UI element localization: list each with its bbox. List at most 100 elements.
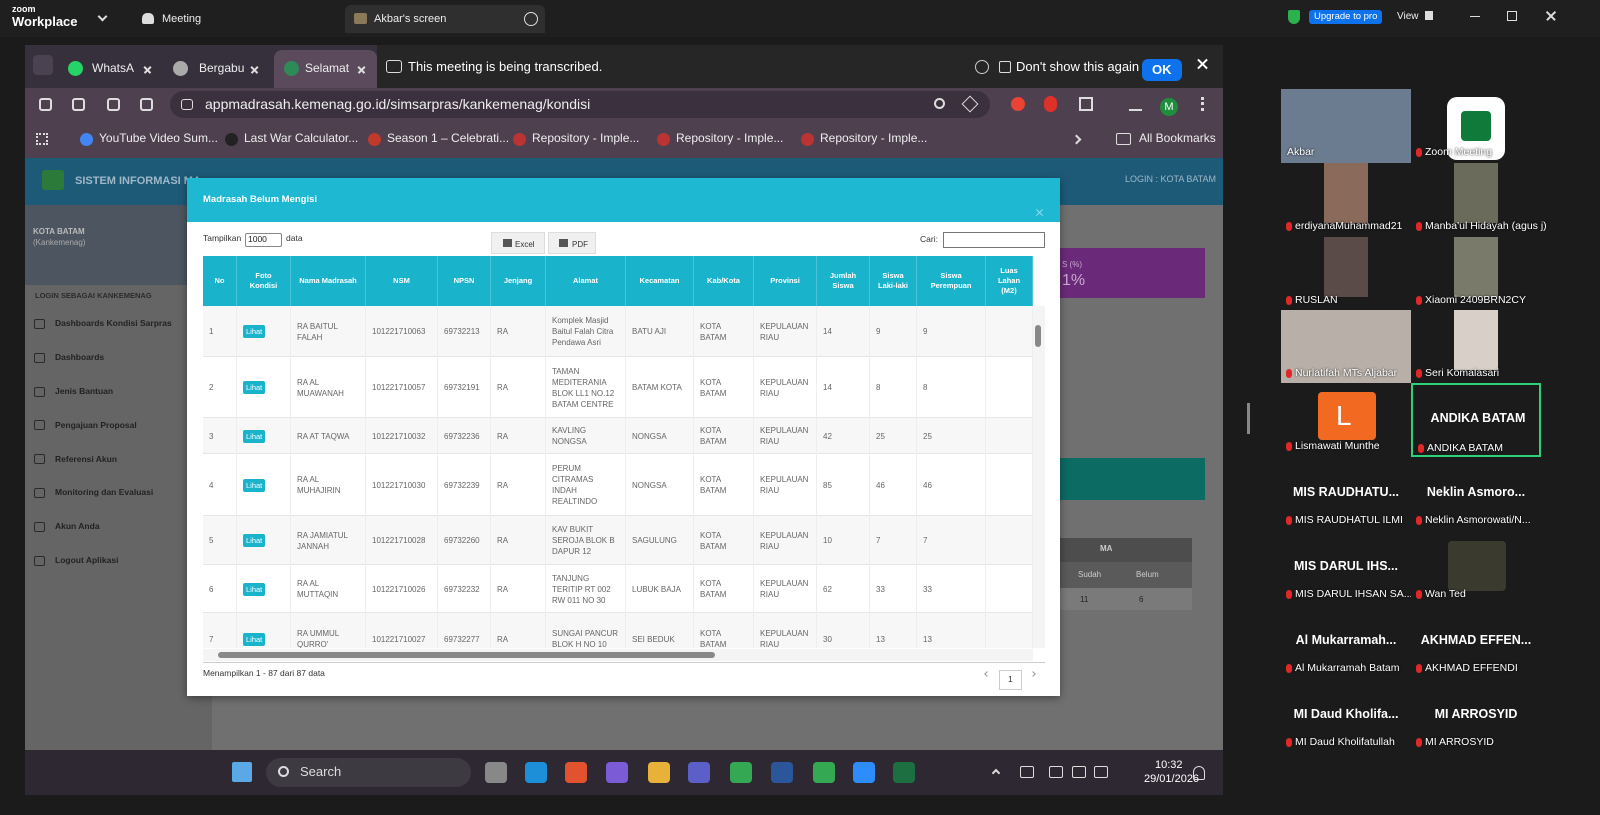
- taskbar-app[interactable]: [893, 762, 915, 783]
- column-header[interactable]: No: [203, 256, 237, 306]
- taskbar-app[interactable]: [525, 762, 547, 783]
- bookmark[interactable]: YouTube Video Sum...: [99, 131, 218, 146]
- tray-icon[interactable]: [1020, 766, 1034, 778]
- menu-item[interactable]: Logout Aplikasi: [55, 555, 119, 566]
- column-header[interactable]: Luas Lahan (M2): [986, 256, 1033, 306]
- page-prev[interactable]: [984, 671, 990, 677]
- bookmark[interactable]: Last War Calculator...: [244, 131, 359, 146]
- tray-icon[interactable]: [1049, 766, 1063, 778]
- start-button[interactable]: [232, 762, 252, 782]
- column-header[interactable]: Siswa Perempuan: [917, 256, 986, 306]
- page-next[interactable]: [1030, 671, 1036, 677]
- ok-button[interactable]: OK: [1142, 58, 1182, 82]
- participant-tile[interactable]: MIS DARUL IHS... MIS DARUL IHSAN SA...: [1281, 531, 1412, 605]
- column-header[interactable]: Siswa Laki-laki: [870, 256, 917, 306]
- participant-tile[interactable]: erdiyanaMuhammad21: [1281, 163, 1411, 237]
- taskbar-app[interactable]: [813, 762, 835, 783]
- apps-icon[interactable]: [36, 133, 48, 145]
- view-photo-button[interactable]: Lihat: [243, 429, 266, 443]
- menu-item[interactable]: Monitoring dan Evaluasi: [55, 487, 154, 498]
- bookmark[interactable]: Repository - Imple...: [820, 131, 928, 146]
- menu[interactable]: [1201, 97, 1204, 111]
- page-number[interactable]: 1: [999, 670, 1022, 690]
- url[interactable]: appmadrasah.kemenag.go.id/simsarpras/kan…: [205, 95, 591, 112]
- taskbar-app[interactable]: [688, 762, 710, 783]
- menu-item[interactable]: Dashboards Kondisi Sarpras: [55, 318, 172, 329]
- excel-button[interactable]: Excel: [491, 232, 545, 254]
- nav-button[interactable]: [39, 98, 52, 111]
- participant-tile[interactable]: RUSLAN: [1281, 237, 1411, 311]
- participant-tile[interactable]: Al Mukarramah... Al Mukarramah Batam: [1281, 605, 1411, 679]
- omnibox[interactable]: [170, 91, 990, 118]
- participant-tile[interactable]: AKHMAD EFFEN... AKHMAD EFFENDI: [1411, 605, 1541, 679]
- taskbar-app[interactable]: [485, 762, 507, 783]
- menu-item[interactable]: Pengajuan Proposal: [55, 419, 137, 430]
- taskbar-app[interactable]: [853, 762, 875, 783]
- column-header[interactable]: NPSN: [438, 256, 491, 306]
- dont-show-label[interactable]: Don't show this again: [1016, 58, 1140, 74]
- taskbar-search[interactable]: [266, 758, 471, 787]
- search-input[interactable]: [943, 232, 1045, 248]
- checkbox[interactable]: [999, 61, 1011, 73]
- nav-button[interactable]: [72, 98, 85, 111]
- participant-tile[interactable]: Manba'ul Hidayah (agus j): [1411, 163, 1547, 237]
- column-header[interactable]: Provinsi: [754, 256, 817, 306]
- view-photo-button[interactable]: Lihat: [243, 632, 266, 646]
- bookmark[interactable]: Repository - Imple...: [532, 131, 640, 146]
- pdf-button[interactable]: PDF: [548, 232, 596, 254]
- participant-tile[interactable]: MIS RAUDHATU... MIS RAUDHATUL ILMI: [1281, 457, 1411, 531]
- participant-tile[interactable]: MI Daud Kholifa... MI Daud Kholifatullah: [1281, 679, 1411, 753]
- view-photo-button[interactable]: Lihat: [243, 325, 266, 338]
- extension[interactable]: [1079, 97, 1093, 111]
- nav-button[interactable]: [140, 98, 153, 111]
- menu-item[interactable]: Referensi Akun: [55, 453, 118, 464]
- participant-tile[interactable]: Akbar: [1281, 89, 1411, 163]
- menu-item[interactable]: Jenis Bantuan: [55, 386, 114, 397]
- notification-icon[interactable]: [1193, 766, 1205, 780]
- participant-tile[interactable]: Zoom Meeting: [1411, 89, 1541, 163]
- taskbar-app[interactable]: [606, 762, 628, 783]
- page-size-select[interactable]: 1000: [245, 233, 282, 247]
- tray-icon[interactable]: [1094, 766, 1108, 778]
- column-header[interactable]: Jumlah Siswa: [817, 256, 870, 306]
- extension[interactable]: [1044, 96, 1057, 112]
- column-header[interactable]: Kab/Kota: [694, 256, 754, 306]
- menu-item[interactable]: Dashboards: [55, 352, 105, 363]
- tray-icon[interactable]: [1072, 766, 1086, 778]
- tab-search[interactable]: [33, 55, 53, 75]
- taskbar-app[interactable]: [771, 762, 793, 783]
- clock-date[interactable]: 29/01/2026: [1144, 772, 1200, 785]
- extension[interactable]: [1011, 97, 1025, 111]
- column-header[interactable]: Kecamatan: [626, 256, 694, 306]
- bookmark[interactable]: Season 1 – Celebrati...: [387, 131, 510, 146]
- menu-item[interactable]: Akun Anda: [55, 521, 100, 532]
- splitter[interactable]: [1247, 403, 1250, 434]
- participant-tile[interactable]: Xiaomi 2409BRN2CY: [1411, 237, 1541, 311]
- upgrade-button[interactable]: Upgrade to pro: [1309, 9, 1383, 25]
- view-photo-button[interactable]: Lihat: [243, 534, 266, 547]
- column-header[interactable]: Jenjang: [491, 256, 546, 306]
- column-header[interactable]: Alamat: [546, 256, 626, 306]
- maximize[interactable]: [1507, 11, 1517, 21]
- meeting-label[interactable]: Meeting: [162, 12, 202, 25]
- screen-tab[interactable]: [345, 5, 545, 33]
- participant-tile[interactable]: ANDIKA BATAM ANDIKA BATAM: [1411, 383, 1541, 457]
- participant-tile[interactable]: Wan Ted: [1411, 531, 1541, 605]
- participant-tile[interactable]: L Lismawati Munthe: [1281, 383, 1411, 457]
- column-header[interactable]: Nama Madrasah: [291, 256, 366, 306]
- nav-button[interactable]: [107, 98, 120, 111]
- view-button[interactable]: View: [1397, 10, 1419, 22]
- profile-avatar[interactable]: M: [1160, 97, 1178, 116]
- view-photo-button[interactable]: Lihat: [243, 381, 266, 394]
- taskbar-app[interactable]: [730, 762, 752, 783]
- browser-tab[interactable]: WhatsA: [58, 50, 163, 88]
- participant-tile[interactable]: Seri Komalasari: [1411, 310, 1541, 384]
- taskbar-app[interactable]: [565, 762, 587, 783]
- download[interactable]: [1129, 97, 1142, 111]
- search-label[interactable]: Search: [300, 763, 342, 779]
- participant-tile[interactable]: Nurlatifah MTs Aljabar: [1281, 310, 1411, 384]
- participant-tile[interactable]: MI ARROSYID MI ARROSYID: [1411, 679, 1541, 753]
- column-header[interactable]: Foto Kondisi: [237, 256, 291, 306]
- participant-tile[interactable]: Neklin Asmoro... Neklin Asmorowati/N...: [1411, 457, 1541, 531]
- taskbar-app[interactable]: [648, 762, 670, 783]
